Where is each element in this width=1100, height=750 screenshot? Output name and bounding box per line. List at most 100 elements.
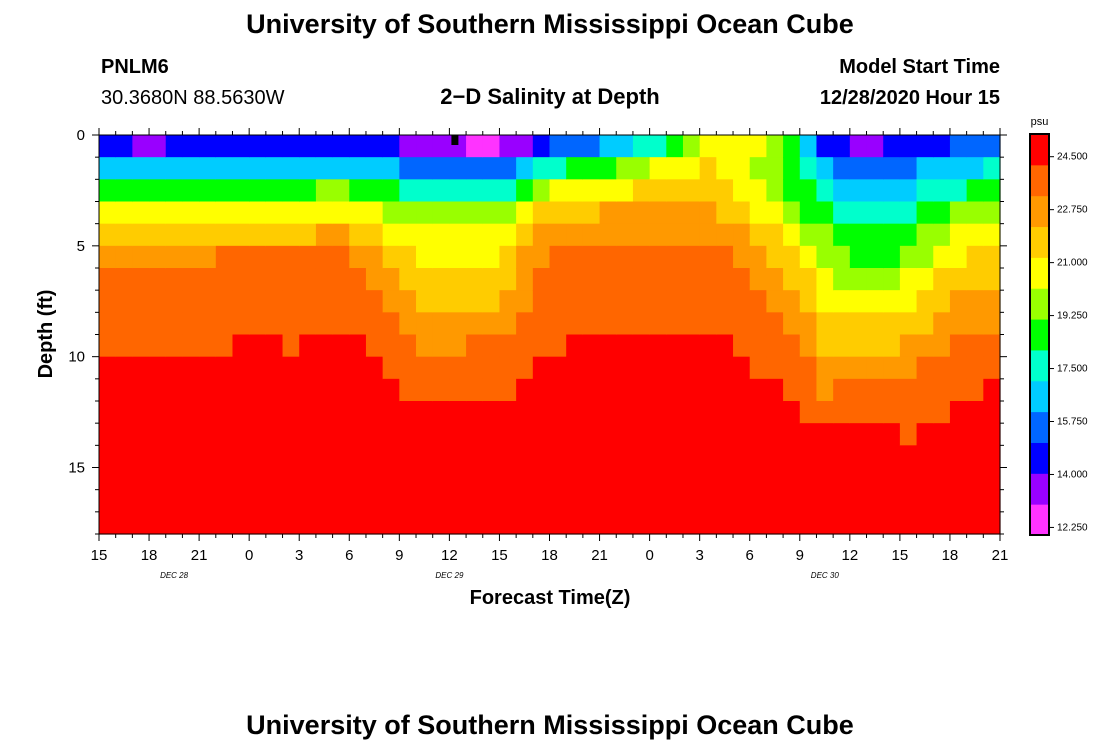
heatmap-cell [949, 334, 968, 358]
heatmap-cell [299, 423, 317, 446]
heatmap-cell [716, 157, 734, 180]
heatmap-cell [716, 445, 734, 469]
heatmap-cell [682, 245, 701, 269]
heatmap-cell [232, 312, 250, 336]
heatmap-cell [232, 401, 250, 424]
heatmap-cell [466, 223, 484, 247]
chart-title: 2−D Salinity at Depth [440, 84, 659, 109]
heatmap-cell [749, 223, 768, 247]
heatmap-cell [382, 135, 400, 158]
heatmap-cell [816, 511, 834, 535]
heatmap-cell [616, 135, 634, 158]
heatmap-cell [265, 290, 284, 313]
heatmap-cell [933, 290, 951, 313]
heatmap-cell [165, 423, 184, 446]
heatmap-cell [783, 290, 801, 313]
heatmap-cell [466, 157, 484, 180]
heatmap-cell [733, 423, 751, 446]
heatmap-cell [182, 245, 200, 269]
heatmap-cell [132, 489, 150, 513]
heatmap-cell [132, 445, 150, 469]
heatmap-cell [265, 268, 284, 291]
heatmap-cell [966, 334, 984, 358]
x-tick-label: 9 [395, 547, 403, 564]
heatmap-cell [966, 378, 984, 402]
heatmap-cell [666, 334, 684, 358]
heatmap-cell [99, 201, 117, 225]
heatmap-cell [399, 334, 417, 358]
heatmap-cell [199, 223, 217, 247]
heatmap-cell [566, 356, 584, 380]
heatmap-cell [149, 378, 167, 402]
heatmap-cell [599, 511, 617, 535]
heatmap-cell [549, 290, 567, 313]
heatmap-cell [566, 179, 584, 203]
heatmap-cell [949, 511, 968, 535]
heatmap-cell [332, 157, 350, 180]
heatmap-cell [349, 290, 367, 313]
heatmap-cell [382, 356, 400, 380]
heatmap-cell [949, 378, 968, 402]
heatmap-cell [949, 223, 968, 247]
heatmap-cell [315, 511, 334, 535]
heatmap-cell [199, 268, 217, 291]
heatmap-cell [933, 157, 951, 180]
heatmap-cell [766, 179, 784, 203]
heatmap-cell [332, 356, 350, 380]
heatmap-cell [582, 445, 601, 469]
x-tick-label: 6 [746, 547, 754, 564]
heatmap-cell [883, 334, 901, 358]
heatmap-cell [566, 245, 584, 269]
heatmap-cell [365, 401, 384, 424]
colorbar-tick-label: 22.750 [1057, 205, 1088, 216]
heatmap-cell [966, 423, 984, 446]
heatmap-cell [365, 135, 384, 158]
heatmap-cell [883, 378, 901, 402]
heatmap-cell [265, 135, 284, 158]
heatmap-cell [282, 245, 300, 269]
heatmap-cell [315, 201, 334, 225]
heatmap-cell [149, 135, 167, 158]
heatmap-cell [816, 179, 834, 203]
heatmap-cell [149, 179, 167, 203]
heatmap-cell [916, 467, 934, 491]
heatmap-cell [482, 135, 501, 158]
heatmap-cell [566, 312, 584, 336]
heatmap-cell [983, 245, 1001, 269]
heatmap-cell [315, 356, 334, 380]
heatmap-cell [482, 334, 501, 358]
heatmap-cell [849, 334, 868, 358]
heatmap-cell [883, 445, 901, 469]
heatmap-cell [149, 445, 167, 469]
heatmap-cell [816, 489, 834, 513]
heatmap-cell [182, 445, 200, 469]
heatmap-cell [949, 245, 968, 269]
heatmap-cell [282, 223, 300, 247]
heatmap-cell [716, 201, 734, 225]
heatmap-cell [332, 135, 350, 158]
heatmap-cell [199, 157, 217, 180]
heatmap-cell [99, 135, 117, 158]
heatmap-cell [482, 223, 501, 247]
heatmap-cell [482, 157, 501, 180]
heatmap-cell [616, 423, 634, 446]
heatmap-cell [149, 245, 167, 269]
heatmap-cell [432, 511, 450, 535]
heatmap-cell [649, 135, 667, 158]
heatmap-cell [799, 245, 818, 269]
heatmap-cell [883, 511, 901, 535]
heatmap-cell [716, 378, 734, 402]
heatmap-cell [115, 201, 133, 225]
heatmap-cell [249, 312, 267, 336]
heatmap-cell [165, 356, 184, 380]
heatmap-cell [315, 467, 334, 491]
heatmap-cell [365, 378, 384, 402]
heatmap-cell [265, 245, 284, 269]
heatmap-cell [299, 445, 317, 469]
date-label: DEC 29 [435, 571, 464, 580]
heatmap-cell [966, 223, 984, 247]
heatmap-cell [966, 179, 984, 203]
heatmap-cell [766, 223, 784, 247]
heatmap-cell [666, 423, 684, 446]
x-axis-label: Forecast Time(Z) [470, 587, 631, 609]
